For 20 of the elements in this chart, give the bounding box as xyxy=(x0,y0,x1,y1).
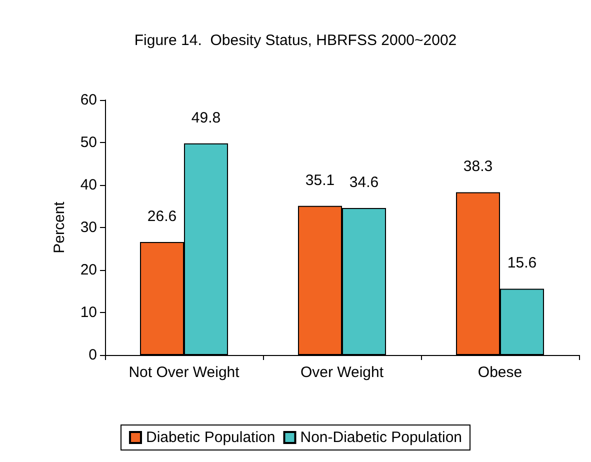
chart-title: Figure 14. Obesity Status, HBRFSS 2000~2002 xyxy=(134,32,457,49)
x-tick-label: Not Over Weight xyxy=(128,364,240,381)
data-label: 38.3 xyxy=(463,158,493,176)
data-label: 15.6 xyxy=(507,254,537,272)
y-axis-title: Percent xyxy=(51,200,68,254)
data-label: 26.6 xyxy=(147,208,177,225)
data-label: 34.6 xyxy=(349,174,379,191)
y-tick-label: 40 xyxy=(80,176,97,194)
legend-label: Non-Diabetic Population xyxy=(300,429,462,446)
y-tick-label: 50 xyxy=(80,134,97,151)
y-tick-label: 10 xyxy=(80,304,97,321)
y-tick-label: 20 xyxy=(80,262,97,278)
y-tick-label: 0 xyxy=(88,346,97,364)
data-label: 35.1 xyxy=(305,172,335,189)
y-tick-label: 60 xyxy=(80,92,97,108)
y-tick-label: 30 xyxy=(80,219,97,236)
x-tick-label: Over Weight xyxy=(300,364,384,381)
x-tick-label: Obese xyxy=(478,364,522,381)
data-label: 49.8 xyxy=(191,109,221,126)
legend-label: Diabetic Population xyxy=(146,429,276,446)
